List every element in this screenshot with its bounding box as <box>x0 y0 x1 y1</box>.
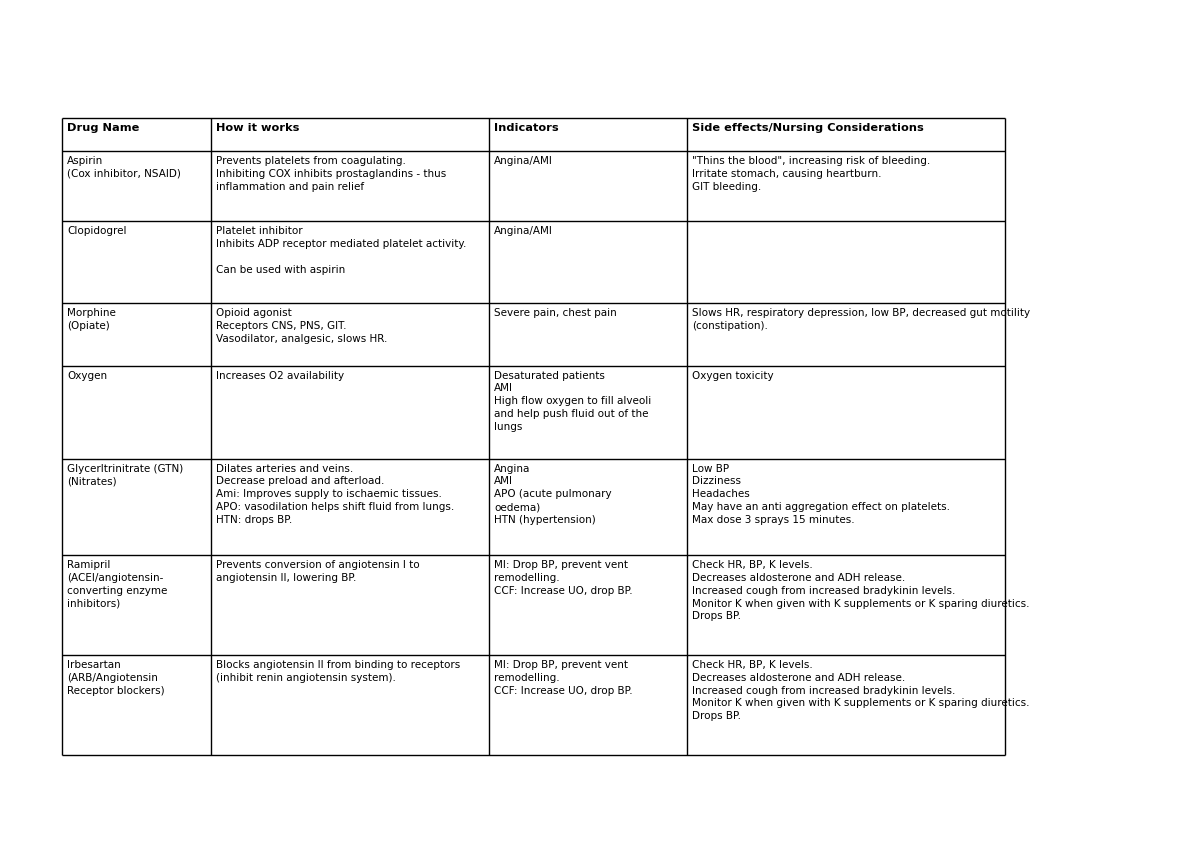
Text: Oxygen: Oxygen <box>67 371 107 381</box>
Text: Morphine
(Opiate): Morphine (Opiate) <box>67 308 116 331</box>
Text: "Thins the blood", increasing risk of bleeding.
Irritate stomach, causing heartb: "Thins the blood", increasing risk of bl… <box>692 156 930 192</box>
Text: Increases O2 availability: Increases O2 availability <box>216 371 344 381</box>
Text: Platelet inhibitor
Inhibits ADP receptor mediated platelet activity.

Can be use: Platelet inhibitor Inhibits ADP receptor… <box>216 226 467 275</box>
Text: Blocks angiotensin II from binding to receptors
(inhibit renin angiotensin syste: Blocks angiotensin II from binding to re… <box>216 660 461 683</box>
Text: Severe pain, chest pain: Severe pain, chest pain <box>494 308 617 318</box>
Text: Clopidogrel: Clopidogrel <box>67 226 126 237</box>
Text: Check HR, BP, K levels.
Decreases aldosterone and ADH release.
Increased cough f: Check HR, BP, K levels. Decreases aldost… <box>692 561 1030 622</box>
Text: Slows HR, respiratory depression, low BP, decreased gut motility
(constipation).: Slows HR, respiratory depression, low BP… <box>692 308 1031 331</box>
Text: Side effects/Nursing Considerations: Side effects/Nursing Considerations <box>692 123 924 133</box>
Text: Low BP
Dizziness
Headaches
May have an anti aggregation effect on platelets.
Max: Low BP Dizziness Headaches May have an a… <box>692 464 950 525</box>
Text: Opioid agonist
Receptors CNS, PNS, GIT.
Vasodilator, analgesic, slows HR.: Opioid agonist Receptors CNS, PNS, GIT. … <box>216 308 388 343</box>
Text: Ramipril
(ACEI/angiotensin-
converting enzyme
inhibitors): Ramipril (ACEI/angiotensin- converting e… <box>67 561 167 609</box>
Text: Prevents platelets from coagulating.
Inhibiting COX inhibits prostaglandins - th: Prevents platelets from coagulating. Inh… <box>216 156 446 192</box>
Text: MI: Drop BP, prevent vent
remodelling.
CCF: Increase UO, drop BP.: MI: Drop BP, prevent vent remodelling. C… <box>494 561 632 596</box>
Text: Dilates arteries and veins.
Decrease preload and afterload.
Ami: Improves supply: Dilates arteries and veins. Decrease pre… <box>216 464 455 525</box>
Text: Angina/AMI: Angina/AMI <box>494 226 553 237</box>
Text: Irbesartan
(ARB/Angiotensin
Receptor blockers): Irbesartan (ARB/Angiotensin Receptor blo… <box>67 660 164 695</box>
Text: MI: Drop BP, prevent vent
remodelling.
CCF: Increase UO, drop BP.: MI: Drop BP, prevent vent remodelling. C… <box>494 660 632 695</box>
Text: Aspirin
(Cox inhibitor, NSAID): Aspirin (Cox inhibitor, NSAID) <box>67 156 181 179</box>
Text: Angina
AMI
APO (acute pulmonary
oedema)
HTN (hypertension): Angina AMI APO (acute pulmonary oedema) … <box>494 464 612 525</box>
Text: How it works: How it works <box>216 123 299 133</box>
Text: Prevents conversion of angiotensin I to
angiotensin II, lowering BP.: Prevents conversion of angiotensin I to … <box>216 561 420 583</box>
Text: Angina/AMI: Angina/AMI <box>494 156 553 166</box>
Text: Desaturated patients
AMI
High flow oxygen to fill alveoli
and help push fluid ou: Desaturated patients AMI High flow oxyge… <box>494 371 652 432</box>
Text: Indicators: Indicators <box>494 123 559 133</box>
Text: Drug Name: Drug Name <box>67 123 139 133</box>
Text: Oxygen toxicity: Oxygen toxicity <box>692 371 774 381</box>
Text: Glycerltrinitrate (GTN)
(Nitrates): Glycerltrinitrate (GTN) (Nitrates) <box>67 464 184 487</box>
Text: Check HR, BP, K levels.
Decreases aldosterone and ADH release.
Increased cough f: Check HR, BP, K levels. Decreases aldost… <box>692 660 1030 722</box>
